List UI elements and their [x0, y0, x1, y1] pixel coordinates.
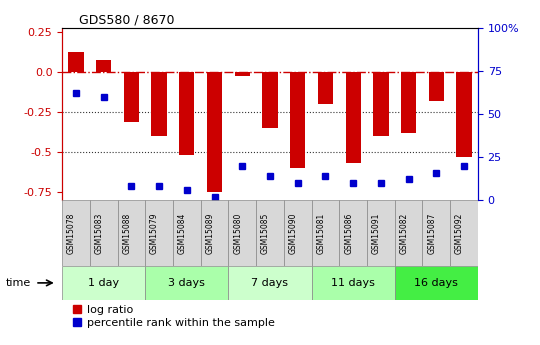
Bar: [62, 266, 145, 300]
Bar: [256, 200, 284, 266]
Bar: [367, 200, 395, 266]
Text: GSM15085: GSM15085: [261, 212, 270, 254]
Bar: [312, 266, 395, 300]
Text: GDS580 / 8670: GDS580 / 8670: [79, 13, 174, 27]
Text: GSM15080: GSM15080: [233, 212, 242, 254]
Text: GSM15081: GSM15081: [316, 212, 326, 254]
Text: GSM15088: GSM15088: [123, 212, 131, 254]
Bar: [318, 72, 333, 104]
Text: GSM15087: GSM15087: [427, 212, 436, 254]
Bar: [422, 200, 450, 266]
Bar: [124, 72, 139, 122]
Bar: [207, 72, 222, 192]
Bar: [69, 51, 84, 72]
Text: GSM15092: GSM15092: [455, 212, 464, 254]
Bar: [228, 200, 256, 266]
Bar: [90, 200, 118, 266]
Text: GSM15086: GSM15086: [344, 212, 353, 254]
Bar: [262, 72, 278, 128]
Bar: [346, 72, 361, 164]
Bar: [401, 72, 416, 133]
Text: 11 days: 11 days: [331, 278, 375, 288]
Bar: [450, 200, 478, 266]
Text: 3 days: 3 days: [168, 278, 205, 288]
Bar: [145, 200, 173, 266]
Legend: log ratio, percentile rank within the sample: log ratio, percentile rank within the sa…: [68, 300, 279, 333]
Text: GSM15083: GSM15083: [94, 212, 104, 254]
Bar: [62, 200, 90, 266]
Bar: [228, 266, 312, 300]
Bar: [456, 72, 471, 157]
Bar: [201, 200, 228, 266]
Text: 1 day: 1 day: [88, 278, 119, 288]
Bar: [373, 72, 388, 136]
Text: GSM15078: GSM15078: [67, 212, 76, 254]
Bar: [179, 72, 194, 155]
Text: 16 days: 16 days: [414, 278, 458, 288]
Text: GSM15089: GSM15089: [206, 212, 214, 254]
Text: GSM15082: GSM15082: [400, 212, 409, 254]
Bar: [284, 200, 312, 266]
Bar: [173, 200, 201, 266]
Text: GSM15091: GSM15091: [372, 212, 381, 254]
Bar: [152, 72, 167, 136]
Bar: [312, 200, 339, 266]
Bar: [96, 60, 111, 72]
Text: GSM15090: GSM15090: [289, 212, 298, 254]
Text: time: time: [5, 278, 31, 288]
Bar: [235, 72, 250, 76]
Bar: [118, 200, 145, 266]
Bar: [145, 266, 228, 300]
Bar: [395, 266, 478, 300]
Text: 7 days: 7 days: [252, 278, 288, 288]
Bar: [339, 200, 367, 266]
Text: GSM15084: GSM15084: [178, 212, 187, 254]
Bar: [395, 200, 422, 266]
Text: GSM15079: GSM15079: [150, 212, 159, 254]
Bar: [429, 72, 444, 101]
Bar: [290, 72, 305, 168]
